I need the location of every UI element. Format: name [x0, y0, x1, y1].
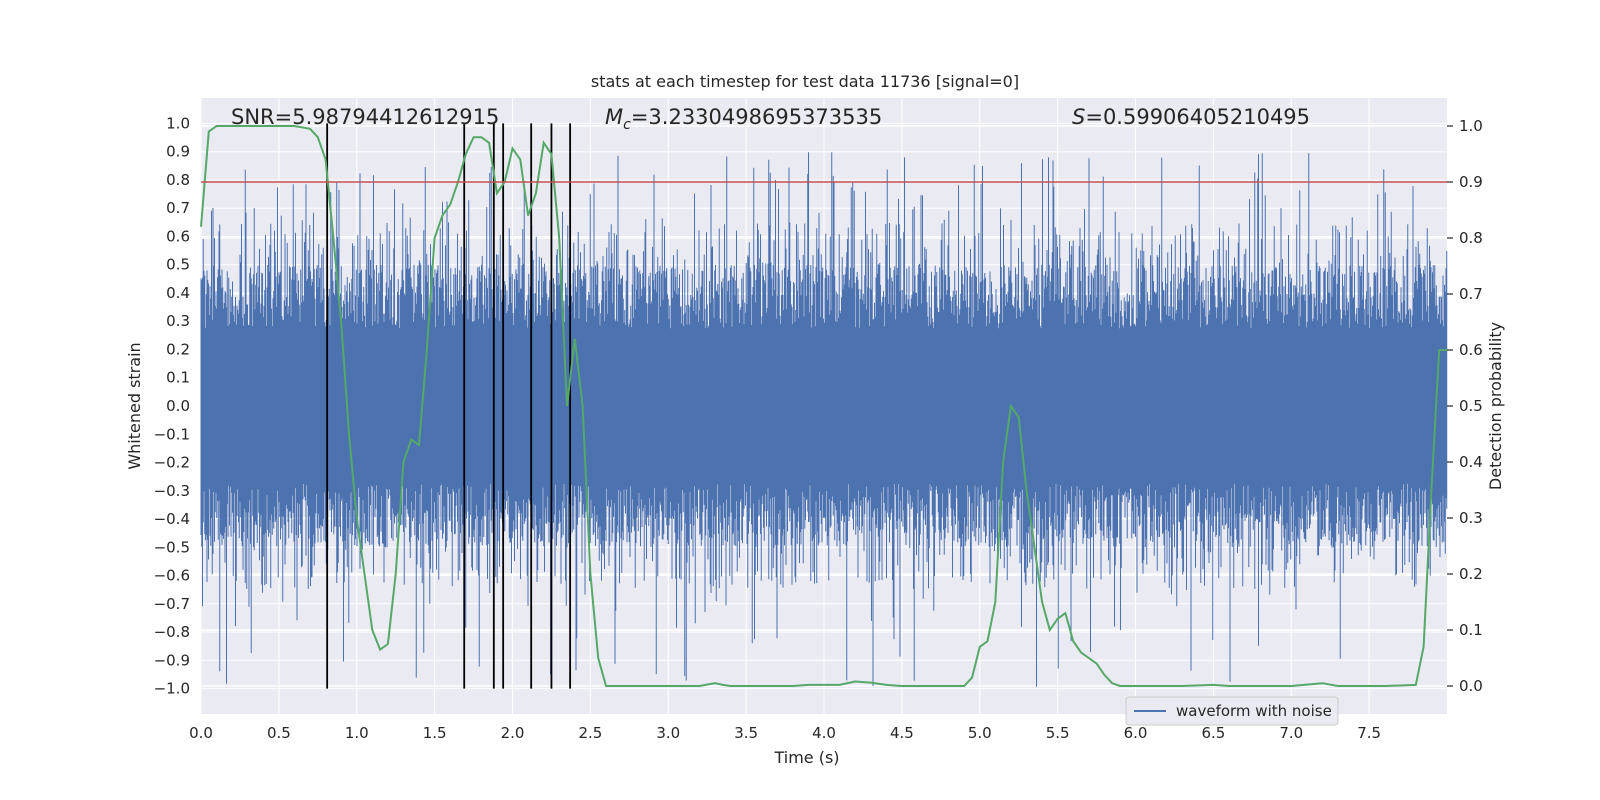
y-tick-label: 0.8 — [166, 171, 190, 189]
waveform-line — [200, 152, 1448, 687]
y-tick-label: 0.4 — [166, 284, 190, 302]
snr-annotation: SNR=5.98794412612915 — [231, 105, 499, 129]
chirp-mass-value: =3.2330498695373535 — [631, 105, 882, 129]
x-tick-label: 6.5 — [1201, 724, 1225, 742]
y-tick-label: 0.6 — [166, 227, 190, 245]
chirp-mass-symbol: M — [605, 105, 623, 129]
y2-tick-label: 0.5 — [1459, 397, 1483, 415]
y-tick-label: −0.5 — [154, 538, 190, 556]
y-tick-label: 0.0 — [166, 397, 190, 415]
x-tick-label: 1.0 — [345, 724, 369, 742]
y-tick-label: −0.3 — [154, 482, 190, 500]
y-tick-label: 1.0 — [166, 114, 190, 132]
y-tick-label: 0.5 — [166, 256, 190, 274]
detection-probability-line — [200, 125, 1447, 687]
detection-probability-series — [200, 125, 1447, 687]
y-tick-label: 0.2 — [166, 340, 190, 358]
y2-tick-label: 0.3 — [1459, 509, 1483, 527]
y2-tick-label: 0.7 — [1459, 285, 1483, 303]
legend-label: waveform with noise — [1176, 702, 1332, 720]
x-tick-label: 4.0 — [812, 724, 836, 742]
x-tick-label: 1.5 — [423, 724, 447, 742]
y-tick-label: −0.7 — [154, 595, 190, 613]
waveform-series — [200, 152, 1448, 687]
y-tick-label: −0.4 — [154, 510, 190, 528]
y-tick-label: −0.1 — [154, 425, 190, 443]
chirp-mass-annotation: Mc=3.2330498695373535 — [605, 105, 882, 133]
y-tick-label: 0.1 — [166, 369, 190, 387]
x-tick-label: 6.0 — [1124, 724, 1148, 742]
y2-tick-label: 0.2 — [1459, 565, 1483, 583]
y-tick-label: −0.9 — [154, 651, 190, 669]
y2-tick-label: 0.8 — [1459, 229, 1483, 247]
y2-tick-label: 0.0 — [1459, 677, 1483, 695]
x-tick-label: 3.0 — [656, 724, 680, 742]
y-tick-label: −0.2 — [154, 454, 190, 472]
y2-tick-label: 0.6 — [1459, 341, 1483, 359]
y2-tick-label: 0.4 — [1459, 453, 1483, 471]
y2-axis-label: Detection probability — [1486, 322, 1505, 490]
y-tick-label: 0.9 — [166, 143, 190, 161]
legend-box — [1125, 696, 1339, 726]
x-tick-label: 0.5 — [267, 724, 291, 742]
x-axis-label: Time (s) — [773, 748, 839, 767]
s-symbol: S — [1072, 105, 1085, 129]
x-tick-label: 5.0 — [968, 724, 992, 742]
trigger-lines — [326, 123, 572, 689]
chart-title: stats at each timestep for test data 117… — [591, 72, 1019, 91]
x-tick-label: 3.5 — [734, 724, 758, 742]
y-tick-label: −0.6 — [154, 567, 190, 585]
x-tick-label: 2.5 — [578, 724, 602, 742]
y-tick-label: −1.0 — [154, 680, 190, 698]
axes: 0.0 0.5 1.0 1.5 2.0 2.5 3.0 3.5 4.0 4.5 5.0 5.5 6.0 6… — [154, 114, 1483, 742]
s-annotation: S=0.59906405210495 — [1072, 105, 1310, 129]
x-tick-label: 4.5 — [890, 724, 914, 742]
y-tick-label: 0.7 — [166, 199, 190, 217]
x-tick-label: 2.0 — [501, 724, 525, 742]
x-tick-label: 0.0 — [189, 724, 213, 742]
y-tick-label: 0.3 — [166, 312, 190, 330]
y2-tick-label: 1.0 — [1459, 117, 1483, 135]
s-value: =0.59906405210495 — [1085, 105, 1310, 129]
y-axis-label: Whitened strain — [125, 342, 144, 469]
y-tick-label: −0.8 — [154, 623, 190, 641]
legend: waveform with noise — [1125, 696, 1339, 726]
chirp-mass-subscript: c — [623, 117, 631, 133]
x-tick-label: 7.0 — [1279, 724, 1303, 742]
x-tick-label: 7.5 — [1357, 724, 1381, 742]
x-tick-label: 5.5 — [1046, 724, 1070, 742]
y2-tick-label: 0.1 — [1459, 621, 1483, 639]
y2-tick-label: 0.9 — [1459, 173, 1483, 191]
